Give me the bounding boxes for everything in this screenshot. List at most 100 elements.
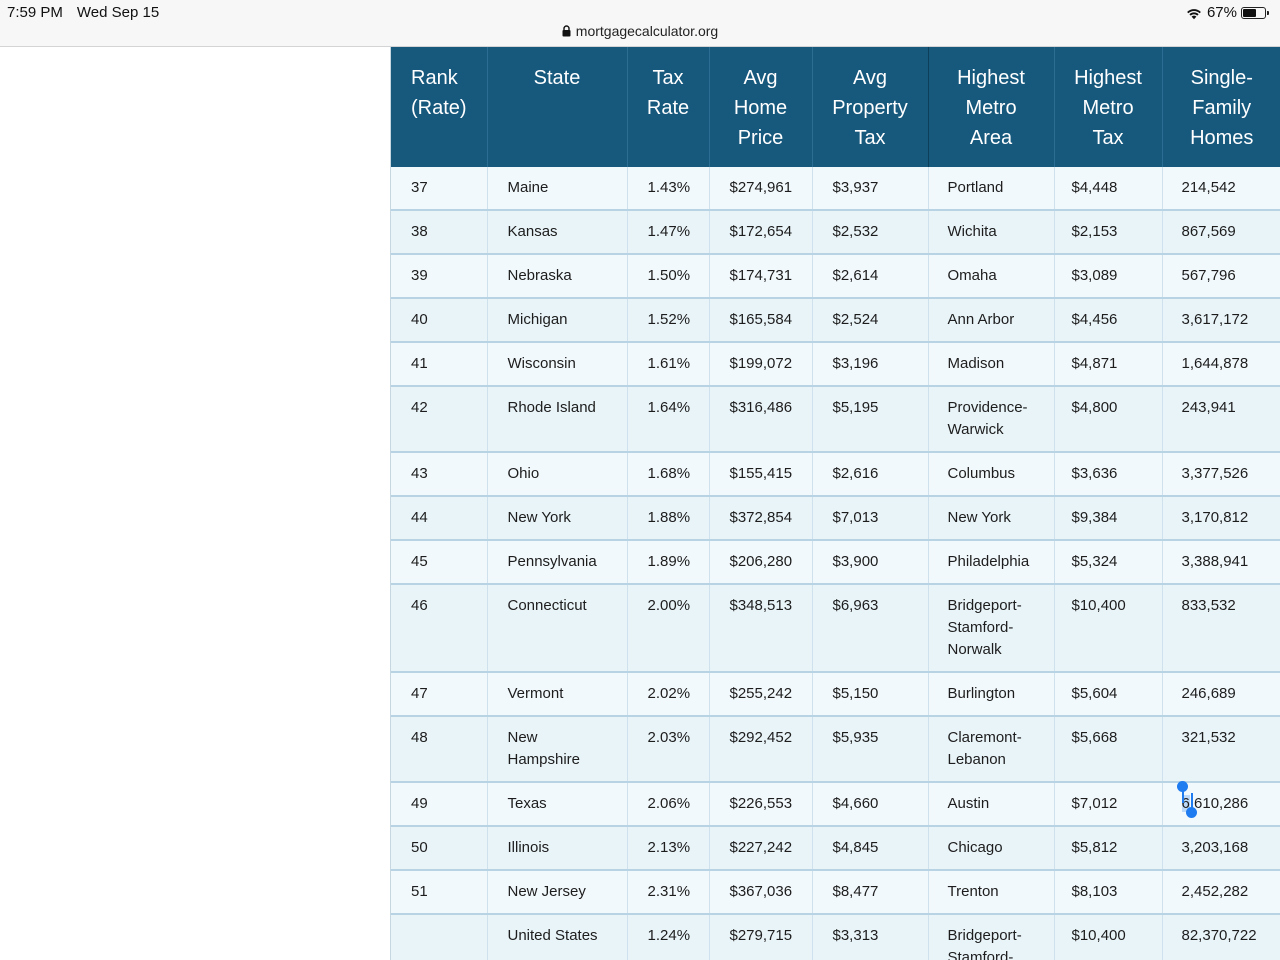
header-state[interactable]: State bbox=[487, 47, 628, 167]
tax-rate-cell-text: 2.02% bbox=[647, 685, 691, 702]
state-cell-text: Ohio bbox=[507, 465, 540, 482]
highest-metro-tax-cell: $2,153 bbox=[1054, 210, 1163, 255]
highest-metro-area-cell-text: Philadelphia bbox=[947, 553, 1030, 570]
avg-property-tax-cell: $3,313 bbox=[812, 914, 929, 960]
header-rank[interactable]: Rank (Rate) bbox=[391, 47, 488, 167]
highest-metro-area-cell: Wichita bbox=[928, 210, 1055, 255]
table-body: 37 Maine 1.43% $274,961 $3,937 Portland $4,448… bbox=[391, 167, 1280, 960]
tax-rate-cell-text: 1.24% bbox=[647, 927, 691, 944]
selected-text[interactable]: 6 bbox=[1181, 795, 1190, 812]
tax-rate-cell-text: 1.88% bbox=[647, 509, 691, 526]
wifi-icon bbox=[1187, 8, 1201, 19]
single-family-homes-cell: 3,170,812 bbox=[1162, 496, 1280, 541]
state-cell: New Hampshire bbox=[487, 716, 628, 783]
highest-metro-area-cell: Ann Arbor bbox=[928, 298, 1055, 343]
avg-property-tax-cell: $6,963 bbox=[812, 584, 929, 673]
single-family-homes-cell-text: 82,370,722 bbox=[1181, 927, 1257, 944]
tax-rate-cell: 2.13% bbox=[627, 826, 710, 871]
single-family-homes-cell: 82,370,722 bbox=[1162, 914, 1280, 960]
highest-metro-area-cell: Claremont- Lebanon bbox=[928, 716, 1055, 783]
table-row: 42 Rhode Island 1.64% $316,486 $5,195 Provide… bbox=[391, 386, 1280, 453]
single-family-homes-cell: 2,452,282 bbox=[1162, 870, 1280, 915]
state-cell-text: Illinois bbox=[507, 839, 550, 856]
avg-home-price-cell: $279,715 bbox=[709, 914, 813, 960]
rank-cell: 47 bbox=[391, 672, 488, 717]
avg-property-tax-cell: $2,524 bbox=[812, 298, 929, 343]
header-label-line: Rate bbox=[646, 97, 690, 119]
text-selection[interactable]: 6,610,286 bbox=[1176, 781, 1248, 818]
rank-cell-text: 50 bbox=[411, 839, 428, 856]
avg-property-tax-cell: $3,937 bbox=[812, 167, 929, 211]
state-cell-text: New Jersey bbox=[507, 883, 586, 900]
url-text[interactable]: mortgagecalculator.org bbox=[575, 23, 719, 39]
avg-home-price-cell-text: $165,584 bbox=[729, 311, 793, 328]
lock-icon bbox=[562, 25, 571, 37]
avg-property-tax-cell: $7,013 bbox=[812, 496, 929, 541]
avg-property-tax-cell: $3,900 bbox=[812, 540, 929, 585]
tax-rate-cell: 1.50% bbox=[627, 254, 710, 299]
header-label-line: Homes bbox=[1190, 127, 1254, 149]
address-bar[interactable]: mortgagecalculator.org bbox=[0, 23, 1280, 39]
header-tax-rate[interactable]: Tax Rate bbox=[627, 47, 710, 167]
selection-end-handle[interactable] bbox=[1185, 793, 1197, 818]
state-cell-text: Nebraska bbox=[507, 267, 572, 284]
highest-metro-tax-cell: $8,103 bbox=[1054, 870, 1163, 915]
avg-home-price-cell-text: $348,513 bbox=[729, 597, 793, 614]
rank-cell: 50 bbox=[391, 826, 488, 871]
state-cell: New Jersey bbox=[487, 870, 628, 915]
avg-property-tax-cell: $8,477 bbox=[812, 870, 929, 915]
header-label-line: Family bbox=[1192, 97, 1252, 119]
highest-metro-tax-cell: $5,812 bbox=[1054, 826, 1163, 871]
tax-rate-cell-text: 1.64% bbox=[647, 399, 691, 416]
single-family-homes-cell: 321,532 bbox=[1162, 716, 1280, 783]
header-highest-metro-tax[interactable]: Highest Metro Tax bbox=[1054, 47, 1163, 167]
highest-metro-area-cell: Austin bbox=[928, 782, 1055, 827]
single-family-homes-cell-text: 3,170,812 bbox=[1181, 509, 1249, 526]
highest-metro-tax-cell: $5,324 bbox=[1054, 540, 1163, 585]
avg-home-price-cell: $367,036 bbox=[709, 870, 813, 915]
avg-home-price-cell: $274,961 bbox=[709, 167, 813, 211]
state-cell: Kansas bbox=[487, 210, 628, 255]
avg-home-price-cell-text: $255,242 bbox=[729, 685, 793, 702]
highest-metro-tax-cell: $4,456 bbox=[1054, 298, 1163, 343]
header-avg-property-tax[interactable]: Avg Property Tax bbox=[812, 47, 929, 167]
highest-metro-area-cell-text: Trenton bbox=[947, 883, 999, 900]
tax-rate-cell: 2.00% bbox=[627, 584, 710, 673]
tax-rate-cell: 2.31% bbox=[627, 870, 710, 915]
selection-start-handle[interactable] bbox=[1176, 781, 1188, 803]
state-cell-text: Wisconsin bbox=[507, 355, 576, 372]
state-cell-text: Pennsylvania bbox=[507, 553, 597, 570]
highest-metro-area-cell-text: New York bbox=[947, 509, 1011, 526]
header-avg-home-price[interactable]: Avg Home Price bbox=[709, 47, 813, 167]
rank-cell: 48 bbox=[391, 716, 488, 783]
highest-metro-area-cell-text: Warwick bbox=[947, 421, 1004, 438]
battery-fill bbox=[1243, 8, 1257, 17]
rank-cell: 51 bbox=[391, 870, 488, 915]
highest-metro-area-cell-text: Madison bbox=[947, 355, 1005, 372]
table-row: 48 New Hampshire 2.03% $292,452 $5,935 Claremo… bbox=[391, 716, 1280, 783]
table-row: 44 New York 1.88% $372,854 $7,013 New York $9,… bbox=[391, 496, 1280, 541]
avg-property-tax-cell-text: $2,614 bbox=[832, 267, 879, 284]
rank-cell-text: 40 bbox=[411, 311, 428, 328]
avg-home-price-cell-text: $274,961 bbox=[729, 179, 793, 196]
highest-metro-tax-cell-text: $5,604 bbox=[1071, 685, 1118, 702]
single-family-homes-cell-text: 867,569 bbox=[1181, 223, 1236, 240]
rank-cell-text: 48 bbox=[411, 729, 428, 746]
state-cell: Wisconsin bbox=[487, 342, 628, 387]
state-cell: Rhode Island bbox=[487, 386, 628, 453]
header-highest-metro-area[interactable]: Highest Metro Area bbox=[928, 47, 1055, 167]
highest-metro-area-cell-text: Ann Arbor bbox=[947, 311, 1015, 328]
tax-rate-cell-text: 2.06% bbox=[647, 795, 691, 812]
header-single-family-homes[interactable]: Single- Family Homes bbox=[1162, 47, 1280, 167]
avg-home-price-cell: $316,486 bbox=[709, 386, 813, 453]
avg-property-tax-cell-text: $5,935 bbox=[832, 729, 879, 746]
table-row: 47 Vermont 2.02% $255,242 $5,150 Burlington $5… bbox=[391, 672, 1280, 717]
highest-metro-area-cell: Bridgeport-Stamford-Norwalk bbox=[928, 914, 1055, 960]
avg-home-price-cell-text: $316,486 bbox=[729, 399, 793, 416]
highest-metro-tax-cell: $3,636 bbox=[1054, 452, 1163, 497]
highest-metro-area-cell-text: Chicago bbox=[947, 839, 1003, 856]
highest-metro-tax-cell-text: $4,871 bbox=[1071, 355, 1118, 372]
property-tax-table-container[interactable]: Rank (Rate) State Tax Rate Avg Home Price Av… bbox=[390, 47, 1280, 960]
highest-metro-area-cell: Omaha bbox=[928, 254, 1055, 299]
highest-metro-tax-cell-text: $10,400 bbox=[1071, 927, 1126, 944]
